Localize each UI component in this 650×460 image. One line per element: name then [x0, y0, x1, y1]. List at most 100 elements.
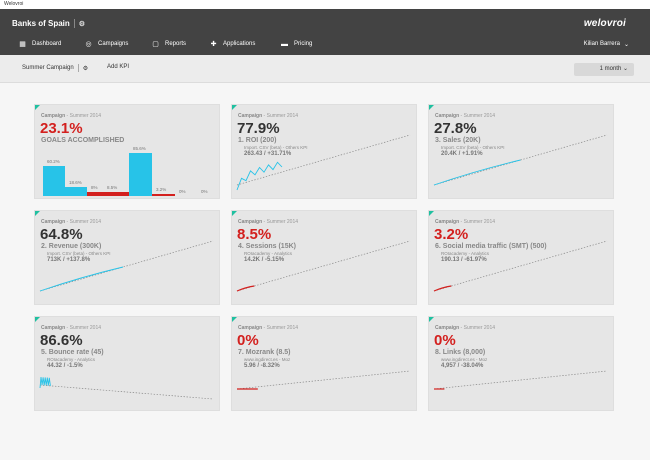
campaign-prefix: Campaign	[435, 113, 460, 119]
card-campaign: Campaign - Summer 2014	[238, 219, 298, 225]
kpi-source: www.ingdirect.es - Moz	[441, 357, 488, 362]
kpi-name: 5. Bounce rate (45)	[41, 349, 104, 356]
card-campaign: Campaign - Summer 2014	[41, 219, 101, 225]
gear-icon[interactable]: ⚙	[78, 20, 86, 28]
card-corner-marker	[232, 317, 237, 322]
target-line	[236, 134, 411, 186]
kpi-source: ROIacademy - Analytics	[47, 357, 96, 362]
target-line	[433, 370, 608, 390]
card-campaign: Campaign - Summer 2014	[435, 219, 495, 225]
period-select[interactable]: 1 month ⌄	[574, 63, 634, 76]
progress-line	[39, 377, 51, 389]
card-campaign: Campaign - Summer 2014	[238, 113, 298, 119]
campaign-prefix: Campaign	[435, 325, 460, 331]
kpi-source: ROIacademy - Analytics	[441, 251, 490, 256]
document-icon: ▢	[152, 41, 159, 48]
kpi-percentage: 3.2%	[434, 226, 469, 243]
goal-bar	[87, 192, 103, 196]
nav-item-applications[interactable]: ✚ Applications	[209, 38, 256, 50]
divider	[73, 19, 75, 28]
campaign-selector[interactable]: Summer Campaign ⚙	[22, 64, 88, 72]
kpi-card[interactable]: Campaign - Summer 2014 27.8% 3. Sales (20K…	[428, 104, 614, 199]
nav-label: Pricing	[294, 41, 313, 47]
kpi-card[interactable]: Campaign - Summer 2014 8.5% 4. Sessions (1…	[231, 210, 417, 305]
campaign-period: - Summer 2014	[65, 113, 102, 119]
kpi-result: 713K / +137.8%	[47, 257, 91, 263]
kpi-card[interactable]: Campaign - Summer 2014 0% 7. Mozrank (8.5)…	[231, 316, 417, 411]
card-campaign: Campaign - Summer 2014	[435, 113, 495, 119]
window-title: Welovroi	[0, 0, 650, 9]
progress-line	[433, 159, 521, 186]
period-value: 1 month	[599, 66, 622, 72]
kpi-source: ROIacademy - Analytics	[244, 251, 293, 256]
user-menu[interactable]: Kilian Barrera ⌄	[584, 38, 629, 50]
trend-chart	[39, 240, 214, 292]
campaign-period: - Summer 2014	[262, 113, 299, 119]
campaign-name: Summer Campaign	[22, 65, 74, 71]
card-corner-marker	[429, 317, 434, 322]
trend-chart	[433, 240, 608, 292]
goal-bar	[65, 186, 87, 196]
kpi-result: 4,957 / -38.04%	[441, 363, 484, 369]
card-corner-marker	[35, 211, 40, 216]
nav-label: Reports	[165, 41, 187, 47]
goal-bar-label: 60.2%	[47, 158, 60, 164]
kpi-card[interactable]: Campaign - Summer 2014 0% 8. Links (8,000)…	[428, 316, 614, 411]
nav-item-pricing[interactable]: ▬ Pricing	[280, 38, 312, 50]
goal-bar-label: 8.5%	[107, 184, 118, 190]
card-icon: ▬	[281, 40, 288, 48]
campaign-period: - Summer 2014	[262, 219, 299, 225]
gear-icon[interactable]: ⚙	[82, 65, 89, 72]
kpi-name: 7. Mozrank (8.5)	[238, 349, 291, 356]
kpi-name: 1. ROI (200)	[238, 137, 277, 144]
campaign-prefix: Campaign	[41, 113, 66, 119]
add-kpi-button[interactable]: Add KPI	[107, 64, 130, 70]
nav-item-dashboard[interactable]: ▦ Dashboard	[18, 38, 61, 50]
progress-line	[433, 285, 452, 292]
kpi-percentage: 77.9%	[237, 120, 280, 137]
goal-bar-label: 0%	[201, 189, 208, 194]
kpi-percentage: 0%	[237, 332, 259, 349]
kpi-card[interactable]: Campaign - Summer 2014 64.8% 2. Revenue (3…	[34, 210, 220, 305]
grid-icon: ▦	[19, 41, 26, 48]
kpi-name: 8. Links (8,000)	[435, 349, 486, 356]
kpi-name: 3. Sales (20K)	[435, 137, 481, 144]
kpi-name: 6. Social media traffic (SMT) (500)	[435, 243, 547, 250]
kpi-name: 4. Sessions (15K)	[238, 243, 296, 250]
goal-bar	[129, 152, 152, 196]
kpi-card[interactable]: Campaign - Summer 2014 86.6% 5. Bounce rat…	[34, 316, 220, 411]
target-line	[236, 370, 411, 390]
target-line	[236, 240, 411, 292]
user-name: Kilian Barrera	[583, 41, 620, 47]
plus-icon: ✚	[210, 41, 217, 48]
card-corner-marker	[35, 105, 40, 110]
card-campaign: Campaign - Summer 2014	[435, 325, 495, 331]
trend-chart	[236, 240, 411, 292]
brand[interactable]: Banks of Spain ⚙	[12, 19, 85, 28]
goal-bar-label: 85.6%	[133, 145, 146, 151]
trend-chart	[433, 134, 608, 186]
trend-chart	[236, 370, 411, 390]
campaign-period: - Summer 2014	[65, 219, 102, 225]
kpi-card[interactable]: Campaign - Summer 2014 77.9% 1. ROI (200) I…	[231, 104, 417, 199]
kpi-card[interactable]: Campaign - Summer 2014 3.2% 6. Social medi…	[428, 210, 614, 305]
app-logo: welovroi	[583, 18, 626, 29]
kpi-source: Import. CSV (beta) - Others KPI	[441, 145, 505, 150]
kpi-name: 2. Revenue (300K)	[41, 243, 102, 250]
main-nav: ▦ Dashboard ◎ Campaigns ▢ Reports ✚ Application…	[0, 38, 650, 54]
progress-line	[236, 161, 283, 191]
campaign-toolbar: Summer Campaign ⚙ Add KPI 1 month ⌄	[0, 55, 650, 83]
nav-item-reports[interactable]: ▢ Reports	[151, 38, 186, 50]
kpi-result: 5.96 / -8.32%	[244, 363, 280, 369]
target-line	[433, 240, 608, 292]
campaign-period: - Summer 2014	[262, 325, 299, 331]
nav-label: Dashboard	[32, 41, 62, 47]
card-campaign: Campaign - Summer 2014	[41, 325, 101, 331]
campaign-prefix: Campaign	[238, 325, 263, 331]
kpi-percentage: 0%	[434, 332, 456, 349]
brand-name: Banks of Spain	[12, 19, 70, 28]
campaign-prefix: Campaign	[435, 219, 460, 225]
nav-item-campaigns[interactable]: ◎ Campaigns	[84, 38, 128, 50]
kpi-card[interactable]: Campaign - Summer 2014 23.1% GOALS ACCOMPL…	[34, 104, 220, 199]
trend-chart	[433, 370, 608, 390]
